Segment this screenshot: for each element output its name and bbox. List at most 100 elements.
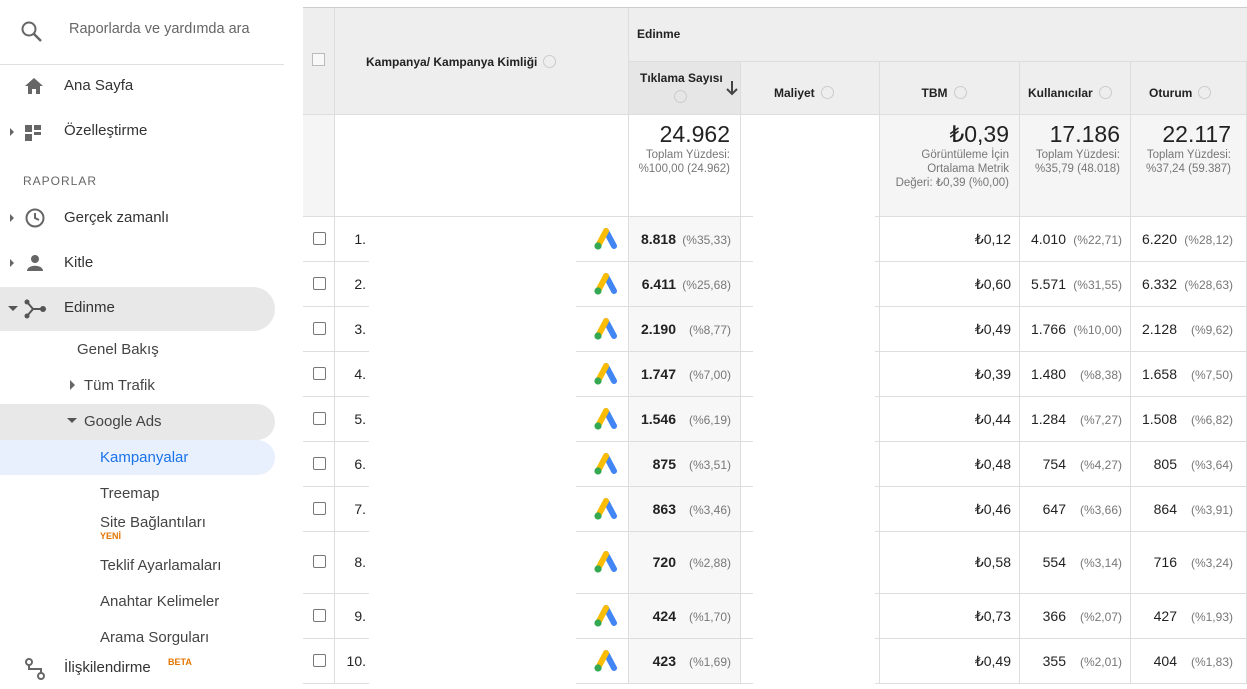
nav-subitem[interactable]: Kampanyalar	[100, 449, 189, 466]
sidebar-footer	[0, 646, 303, 689]
total-value: 17.186	[1049, 121, 1120, 147]
column-header[interactable]: Kampanya/ Kampanya Kimliği	[366, 53, 648, 69]
checkbox[interactable]	[313, 653, 326, 667]
google-ads-icon	[594, 407, 617, 430]
cell-value: ₺0,46	[974, 500, 1011, 517]
checkbox[interactable]	[313, 276, 326, 290]
cell-value: ₺0,39	[974, 365, 1011, 382]
checkbox[interactable]	[313, 231, 326, 245]
google-ads-icon	[594, 649, 617, 672]
total-note: Görüntüleme İçin Ortalama Metrik Değeri:…	[895, 149, 1009, 189]
cell-value: 366	[1042, 607, 1066, 624]
column-label[interactable]: Kullanıcılar	[1028, 86, 1093, 100]
cell-percent: (%1,83)	[1190, 654, 1233, 669]
column-label[interactable]: TBM	[921, 86, 948, 100]
nav-subitem[interactable]: Anahtar Kelimeler	[100, 593, 220, 610]
cell-value: 6.411	[641, 275, 676, 292]
total-note: Toplam Yüzdesi: %37,24 (59.387)	[1145, 149, 1231, 175]
nav-item[interactable]: Ana Sayfa	[64, 77, 134, 94]
total-value: 24.962	[659, 121, 730, 147]
cell-percent: (%25,68)	[682, 277, 731, 292]
cell-percent: (%35,33)	[682, 232, 731, 247]
column-label[interactable]: Maliyet	[774, 86, 815, 100]
row-cell	[880, 639, 1020, 684]
report-table: Edinme Kampanya/ Kampanya Kimliği Tıklama …	[303, 0, 1247, 689]
row-cell	[629, 639, 741, 684]
cell-value: 1.747	[640, 365, 676, 382]
column-header[interactable]: Oturum	[1149, 84, 1247, 100]
checkbox[interactable]	[312, 53, 325, 66]
nav-item[interactable]: Gerçek zamanlı	[64, 209, 170, 226]
header-cell	[629, 62, 741, 115]
row-index: 1.	[354, 230, 366, 247]
help-icon[interactable]	[543, 55, 557, 69]
nav-subitem[interactable]: Tüm Trafik	[84, 377, 155, 394]
column-label[interactable]: Oturum	[1149, 86, 1193, 100]
cell-value: ₺0,49	[974, 652, 1011, 669]
google-ads-icon	[594, 497, 617, 520]
cell-percent: (%7,00)	[688, 367, 731, 382]
nav-item[interactable]: İlişkilendirme	[64, 659, 151, 676]
row-cell	[303, 639, 335, 684]
cell-value: 355	[1042, 652, 1066, 669]
audience-icon	[10, 255, 43, 271]
cell-percent: (%22,71)	[1073, 232, 1122, 247]
nav-subitem[interactable]: Genel Bakış	[77, 341, 159, 358]
column-header[interactable]: Maliyet	[774, 84, 901, 100]
cell-value: 4.010	[1030, 230, 1066, 247]
row-cell	[303, 532, 335, 594]
cell-percent: (%2,01)	[1079, 654, 1122, 669]
nav-subitem[interactable]: Teklif Ayarlamaları	[100, 557, 222, 574]
nav-subitem[interactable]: Arama Sorguları	[100, 629, 210, 646]
cell-percent: (%28,12)	[1184, 232, 1233, 247]
column-label[interactable]: Kampanya/ Kampanya Kimliği	[366, 55, 538, 69]
nav-subitem[interactable]: Google Ads	[84, 413, 162, 430]
checkbox[interactable]	[313, 555, 326, 568]
cell-percent: (%8,77)	[688, 322, 731, 337]
nav-item[interactable]: Kitle	[64, 254, 94, 271]
cell-percent: (%6,19)	[688, 412, 731, 427]
search-input[interactable]: Raporlarda ve yardımda ara	[69, 21, 250, 37]
row-cell	[880, 352, 1020, 397]
nav-item[interactable]: Özelleştirme	[64, 122, 148, 139]
row-cell	[629, 262, 741, 307]
totals-cell	[303, 115, 335, 217]
header-cell	[1131, 62, 1247, 115]
column-label[interactable]: Tıklama Sayısı	[640, 71, 723, 85]
cell-value: 875	[652, 455, 676, 472]
cell-value: 1.508	[1141, 410, 1177, 427]
row-cell	[629, 352, 741, 397]
checkbox[interactable]	[313, 608, 326, 622]
redacted	[369, 217, 576, 689]
total-note: Toplam Yüzdesi: %100,00 (24.962)	[638, 149, 730, 175]
help-icon[interactable]	[1198, 86, 1212, 100]
totals-cell	[335, 115, 629, 217]
nav-subitem[interactable]: Treemap	[100, 485, 160, 502]
row-cell	[629, 217, 741, 262]
row-cell	[880, 532, 1020, 594]
checkbox[interactable]	[313, 411, 326, 425]
checkbox[interactable]	[313, 321, 326, 335]
row-cell	[1020, 639, 1131, 684]
total-value: ₺0,39	[949, 121, 1009, 147]
column-header[interactable]: Kullanıcılar	[1028, 84, 1127, 100]
divider	[0, 64, 284, 65]
help-icon[interactable]	[953, 86, 967, 100]
row-cell	[1020, 594, 1131, 639]
google-ads-icon	[594, 362, 617, 385]
checkbox[interactable]	[313, 501, 326, 515]
cell-value: 1.658	[1141, 365, 1177, 382]
nav-subitem[interactable]: Site Bağlantıları	[100, 514, 206, 531]
row-index: 5.	[354, 410, 366, 427]
row-cell	[1020, 217, 1131, 262]
checkbox[interactable]	[313, 456, 326, 470]
google-ads-icon	[594, 227, 617, 250]
row-cell	[880, 442, 1020, 487]
help-icon[interactable]	[1098, 86, 1112, 100]
column-header[interactable]: TBM	[880, 84, 1008, 100]
checkbox[interactable]	[313, 366, 326, 380]
cell-value: 754	[1042, 455, 1066, 472]
help-icon[interactable]	[820, 86, 834, 100]
nav-item[interactable]: Edinme	[64, 299, 115, 316]
cell-percent: (%1,69)	[688, 654, 731, 669]
